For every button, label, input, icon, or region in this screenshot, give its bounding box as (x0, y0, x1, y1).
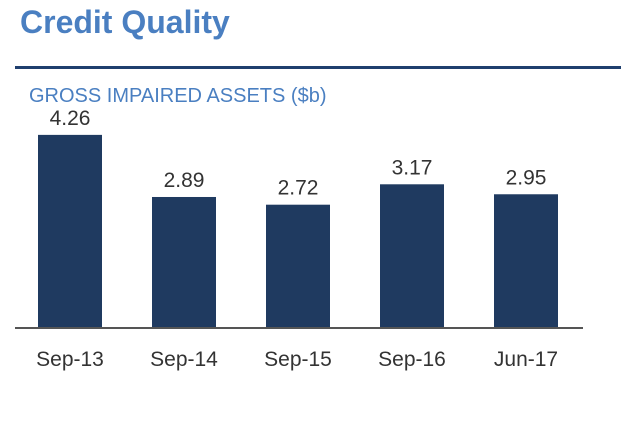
bar-Sep-14 (152, 196, 216, 328)
chart-title: GROSS IMPAIRED ASSETS ($b) (29, 85, 327, 107)
bar-group (38, 134, 558, 328)
value-label-Sep-15: 2.72 (278, 177, 319, 200)
category-label-Jun-17: Jun-17 (494, 348, 558, 371)
page-title: Credit Quality (20, 4, 230, 40)
value-label-Sep-16: 3.17 (392, 156, 433, 179)
title-divider (15, 66, 621, 69)
value-label-Sep-13: 4.26 (50, 107, 91, 130)
category-label-group: Sep-13 Sep-14 Sep-15 Sep-16 Jun-17 (36, 348, 558, 371)
category-label-Sep-14: Sep-14 (150, 348, 218, 371)
bar-Jun-17 (494, 194, 558, 328)
value-label-Jun-17: 2.95 (506, 166, 547, 189)
bar-Sep-16 (380, 184, 444, 328)
bar-Sep-13 (38, 134, 102, 328)
bar-Sep-15 (266, 204, 330, 328)
category-label-Sep-16: Sep-16 (378, 348, 446, 371)
value-label-Sep-14: 2.89 (164, 169, 205, 192)
value-label-group: 4.26 2.89 2.72 3.17 2.95 (50, 107, 547, 200)
category-label-Sep-15: Sep-15 (264, 348, 332, 371)
category-label-Sep-13: Sep-13 (36, 348, 104, 371)
